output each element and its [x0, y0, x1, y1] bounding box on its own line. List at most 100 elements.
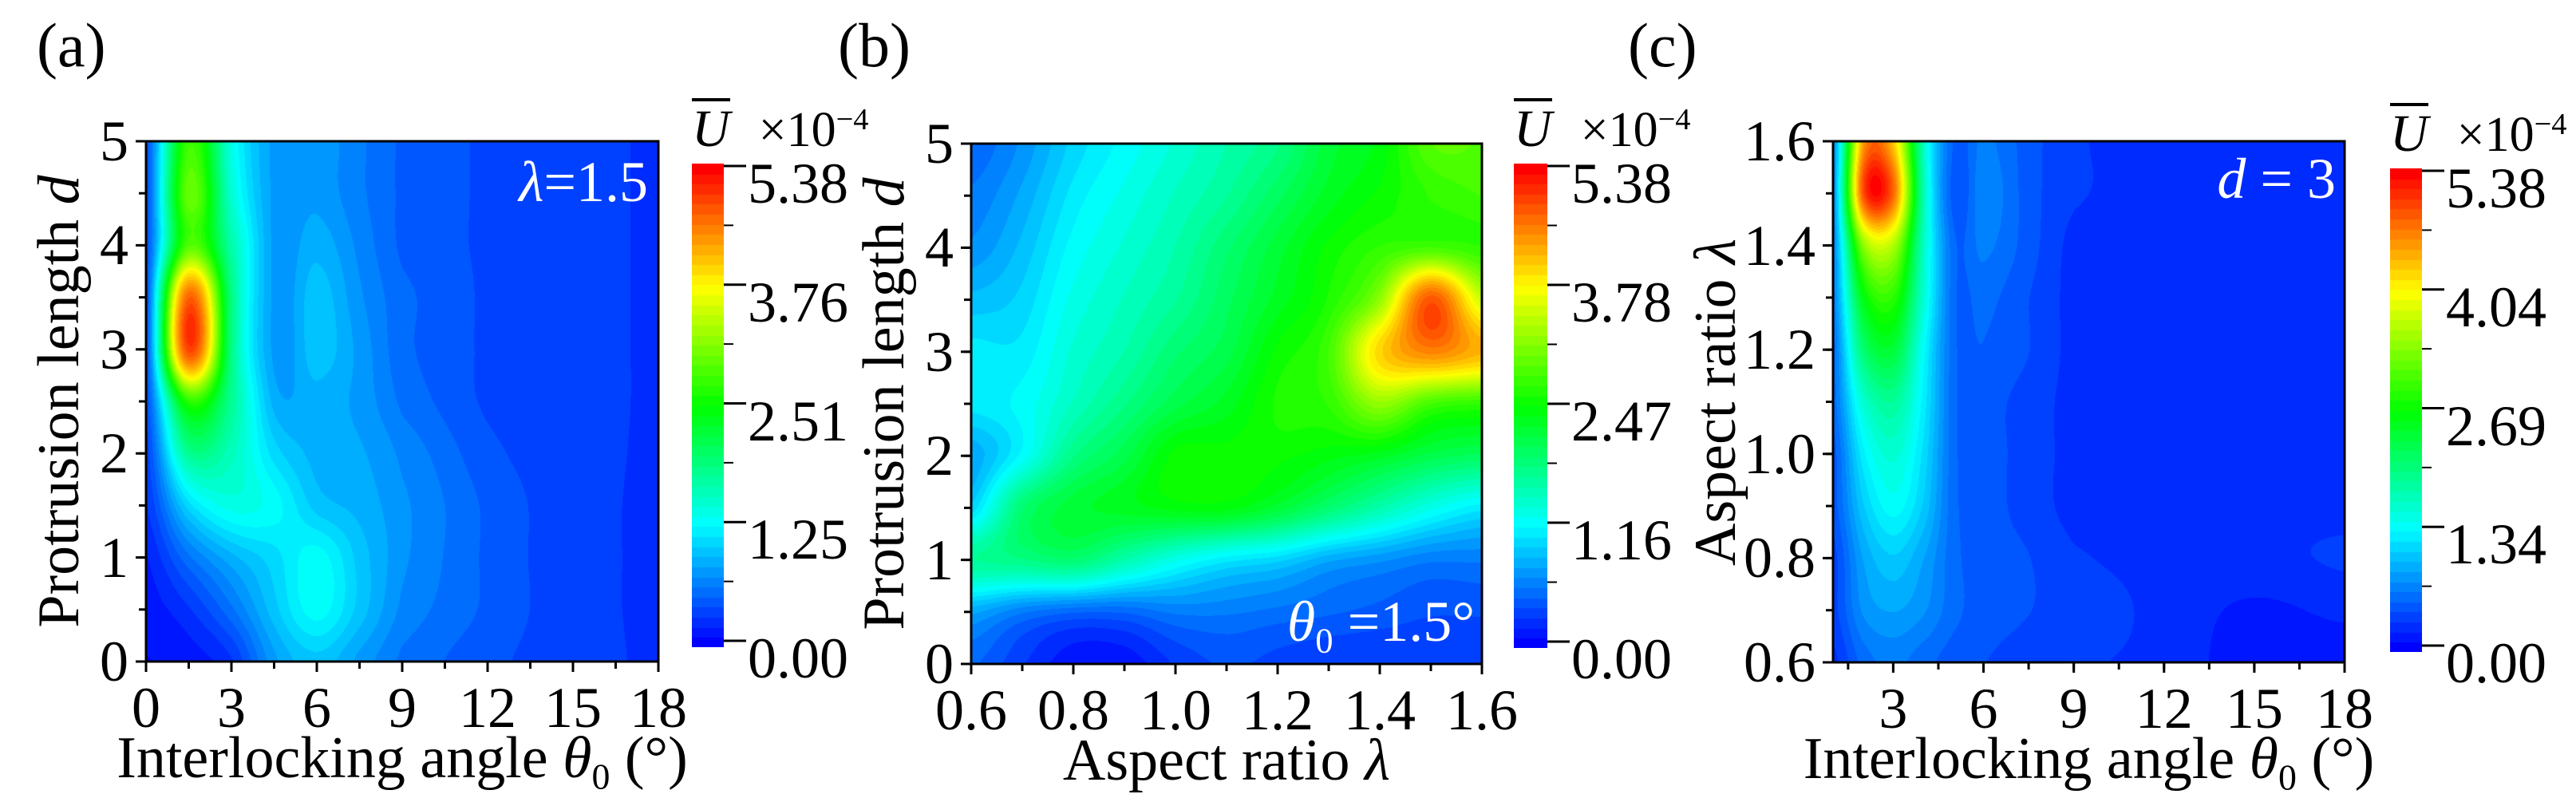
x-tick-label: 0.8 [1037, 678, 1109, 742]
y-tick-label: 0 [100, 630, 128, 693]
heatmap-canvas [146, 141, 658, 662]
x-tick-label: 9 [388, 676, 417, 740]
colorbar-multiplier: ×10−4 [1581, 103, 1691, 157]
colorbar-multiplier-exponent: −4 [1657, 102, 1691, 136]
x-axis-label-subscript: 0 [591, 756, 610, 797]
x-tick-label: 6 [1969, 677, 1998, 741]
x-tick-label: 9 [2059, 677, 2088, 741]
x-tick-label: 6 [302, 676, 331, 740]
x-axis-label-text: Aspect ratio [1062, 728, 1365, 793]
annotation-text: = 3 [2246, 147, 2336, 211]
x-tick-label: 18 [2316, 677, 2373, 741]
y-tick-label: 0.8 [1744, 526, 1815, 591]
y-tick-label: 1.2 [1744, 318, 1815, 382]
colorbar-tick-label: 4.04 [2446, 275, 2546, 339]
colorbar-tick-label: 0.00 [748, 626, 848, 690]
colorbar-multiplier: ×10−4 [2457, 108, 2567, 162]
y-tick-label: 2 [925, 424, 954, 488]
x-tick-label: 3 [217, 676, 246, 740]
colorbar-tick-label: 5.38 [748, 152, 848, 215]
x-tick-label: 1.0 [1140, 678, 1211, 742]
colorbar-tick-label: 0.00 [2446, 631, 2546, 695]
x-tick-label: 0 [132, 676, 160, 740]
plot-annotation: θ0 =1.5° [1076, 593, 1475, 658]
colorbar-tick-label: 2.69 [2446, 393, 2546, 458]
x-axis-label: Interlocking angle θ0 (°) [1713, 729, 2464, 796]
x-axis-label-text: Interlocking angle [1803, 726, 2250, 792]
x-axis-label-symbol: θ [2249, 726, 2278, 792]
x-tick-label: 0.6 [935, 678, 1007, 742]
x-axis-label-subscript: 0 [2278, 757, 2297, 798]
annotation-text: =1.5 [543, 150, 648, 214]
colorbar-symbol: U [1514, 98, 1552, 158]
colorbar-multiplier-base: ×10 [758, 103, 836, 157]
colorbar-multiplier-exponent: −4 [836, 102, 869, 136]
x-tick-label: 1.6 [1446, 678, 1518, 742]
colorbar [2390, 168, 2422, 652]
colorbar [1514, 164, 1547, 648]
x-tick-label: 15 [2225, 677, 2283, 741]
y-tick-label: 4 [925, 215, 954, 280]
x-axis-label: Interlocking angle θ0 (°) [26, 729, 778, 796]
x-tick-label: 3 [1879, 677, 1908, 741]
colorbar-multiplier-exponent: −4 [2534, 107, 2567, 141]
x-tick-label: 1.2 [1242, 678, 1314, 742]
x-tick-label: 12 [459, 676, 516, 740]
colorbar-tick-label: 3.78 [1571, 271, 1672, 334]
y-tick-label: 0.6 [1744, 630, 1815, 694]
y-tick-label: 5 [100, 109, 128, 173]
y-tick-label: 1.0 [1744, 421, 1815, 486]
heatmap-canvas [971, 144, 1482, 664]
plot-frame [144, 140, 660, 663]
colorbar-multiplier: ×10−4 [759, 103, 869, 157]
y-tick-label: 1 [100, 525, 128, 590]
y-tick-label: 1.4 [1744, 213, 1815, 278]
y-tick-label: 0 [925, 632, 954, 696]
plot-annotation: d = 3 [1937, 150, 2336, 215]
x-axis-label: Aspect ratio λ [851, 731, 1602, 798]
y-tick-label: 3 [925, 319, 954, 384]
y-tick-label: 3 [100, 317, 128, 381]
colorbar-tick-label: 1.34 [2446, 512, 2546, 577]
y-tick-label: 4 [100, 213, 128, 278]
colorbar-title: U ×10−4 [692, 98, 869, 156]
x-axis-label-symbol: θ [563, 725, 592, 791]
colorbar-multiplier-base: ×10 [1580, 103, 1658, 157]
x-axis-label-text: Interlocking angle [117, 725, 563, 791]
plot-frame [1831, 140, 2346, 664]
x-axis-label-unit: (°) [2296, 726, 2375, 792]
annotation-symbol: λ [519, 150, 544, 214]
colorbar-tick-label: 5.38 [1571, 152, 1672, 215]
plot-annotation: λ=1.5 [249, 153, 648, 219]
annotation-subscript: 0 [1315, 620, 1333, 661]
plot-frame [970, 142, 1484, 666]
x-tick-label: 1.4 [1344, 678, 1416, 742]
panel-label: (a) [37, 10, 106, 80]
colorbar-tick-label: 2.47 [1571, 389, 1672, 453]
annotation-symbol: θ [1286, 590, 1316, 654]
y-tick-label: 1 [925, 527, 954, 592]
colorbar-symbol: U [2390, 103, 2428, 163]
x-tick-label: 18 [630, 676, 687, 740]
x-axis-label-symbol: λ [1365, 728, 1391, 793]
colorbar [692, 164, 724, 647]
x-tick-label: 12 [2135, 677, 2193, 741]
panel-label: (b) [838, 10, 911, 80]
colorbar-tick-label: 1.25 [748, 508, 848, 572]
annotation-symbol: d [2217, 147, 2246, 211]
y-tick-label: 2 [100, 421, 128, 486]
colorbar-multiplier-base: ×10 [2456, 108, 2535, 162]
colorbar-tick-label: 3.76 [748, 270, 848, 334]
colorbar-tick-label: 5.38 [2446, 156, 2546, 220]
colorbar-tick-label: 0.00 [1571, 627, 1672, 691]
heatmap-canvas [1833, 141, 2345, 662]
colorbar-tick-label: 2.51 [748, 389, 848, 453]
x-axis-label-unit: (°) [610, 725, 688, 791]
y-tick-label: 1.6 [1744, 109, 1815, 173]
colorbar-symbol: U [692, 98, 730, 158]
colorbar-title: U ×10−4 [1514, 98, 1691, 156]
panel-label: (c) [1628, 10, 1697, 80]
annotation-text: =1.5° [1333, 590, 1475, 654]
y-tick-label: 5 [925, 112, 954, 176]
